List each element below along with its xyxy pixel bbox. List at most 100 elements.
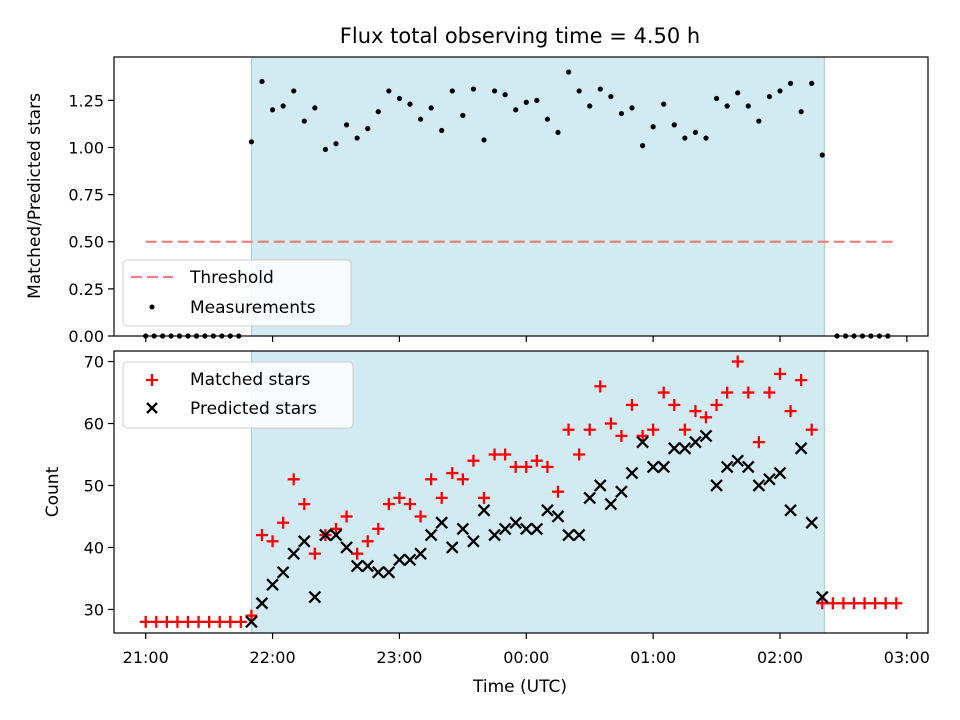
predicted-star-point [773,466,787,480]
predicted-star-point [593,479,607,492]
bottom-panel: 30 40 50 60 70 21:00 22:00 23:00 00:00 01:00 02:0… [43,350,930,697]
measurement-point [301,118,307,124]
matched-star-point [615,429,628,442]
measurement-point [713,95,720,102]
legend-predicted-label: Predicted stars [190,399,317,419]
predicted-star-point [583,491,597,505]
matched-star-point [816,597,829,610]
top-y-axis-label: Matched/Predicted stars [25,93,45,299]
bottom-y-tick-label: 30 [84,600,104,619]
measurement-point [375,109,381,115]
bottom-y-axis: 30 40 50 60 70 [84,353,114,619]
predicted-star-point [488,528,501,542]
matched-star-point [710,398,723,411]
bottom-legend-box [122,361,354,429]
predicted-star-point [445,541,459,554]
bottom-legend: Matched stars Predicted stars [122,361,354,429]
bottom-x-tick-label: 22:00 [250,648,296,667]
matched-star-point [425,473,438,486]
predicted-star-point [646,460,660,474]
matched-star-point [763,386,776,399]
measurement-point [544,116,551,122]
measurement-point [639,143,646,149]
predicted-star-point [361,559,375,573]
measurement-point [354,135,360,141]
matched-stars-series [139,355,903,628]
predicted-stars-series [245,429,829,629]
predicted-star-point [530,522,544,536]
top-y-tick-label: 0.75 [68,186,104,205]
predicted-star-point [329,528,343,542]
predicted-star-point [615,485,628,499]
predicted-star-point [699,429,713,443]
measurement-point [491,88,498,94]
matched-star-point [234,615,247,628]
legend-measurements-label: Measurements [190,298,316,318]
measurement-point [798,109,804,115]
predicted-star-point [477,503,491,517]
measurement-point [365,126,371,132]
measurement-point [587,103,593,109]
matched-star-point [520,460,533,473]
measurement-point [692,129,699,136]
legend-threshold-label: Threshold [189,268,274,288]
legend-predicted-swatch [146,402,158,414]
predicted-star-point [297,534,311,548]
measurement-point [523,99,529,105]
measurement-point [269,107,276,113]
matched-star-point [890,597,903,610]
predicted-star-point [266,578,279,591]
matched-star-point [446,467,459,480]
top-y-axis: 0.00 0.25 0.50 0.75 1.00 1.25 [68,91,114,346]
matched-star-point [404,498,416,511]
matched-star-point [499,448,512,461]
chart-title: Flux total observing time = 4.50 h [340,24,700,48]
matched-star-point [203,615,216,628]
matched-star-point [668,398,681,411]
bottom-x-axis-label: Time (UTC) [472,677,567,697]
matched-star-point [594,380,607,393]
matched-star-point [573,448,586,461]
matched-star-point [541,460,554,473]
measurement-point [576,88,582,94]
measurement-point [819,152,825,158]
predicted-star-point [741,460,755,474]
predicted-star-point [467,534,480,548]
matched-star-point [678,423,691,436]
predicted-star-point [456,522,470,536]
measurement-point [428,105,434,111]
measurement-point [766,93,773,100]
measurement-point [439,127,445,134]
bottom-x-tick-label: 00:00 [503,648,549,667]
measurement-point [407,101,413,107]
measurement-point [259,78,265,85]
predicted-star-point [287,547,301,560]
matched-star-point [774,367,786,380]
matched-star-point [266,535,279,548]
top-y-tick-label: 0.00 [68,327,104,346]
legend-matched-label: Matched stars [190,370,310,390]
measurement-point [322,146,329,152]
matched-star-point [721,386,734,399]
predicted-star-point [371,565,385,579]
matched-star-point [626,398,638,411]
matched-star-point [171,615,184,628]
matched-star-point [784,405,797,418]
matched-star-point [287,473,300,486]
predicted-star-point [424,528,438,542]
predicted-star-point [784,503,797,517]
matched-star-point [340,510,353,523]
matched-star-point [182,615,194,628]
predicted-star-point [562,528,575,542]
matched-star-point [435,491,448,504]
measurement-point [650,124,656,130]
predicted-star-point [509,516,523,529]
predicted-star-point [689,435,702,449]
measurement-point [724,103,730,109]
bottom-y-tick-label: 60 [84,415,104,434]
measurement-point [291,88,297,94]
predicted-star-point [572,528,586,542]
matched-star-point [826,597,839,610]
predicted-star-point [551,510,565,523]
measurement-point [481,137,487,143]
